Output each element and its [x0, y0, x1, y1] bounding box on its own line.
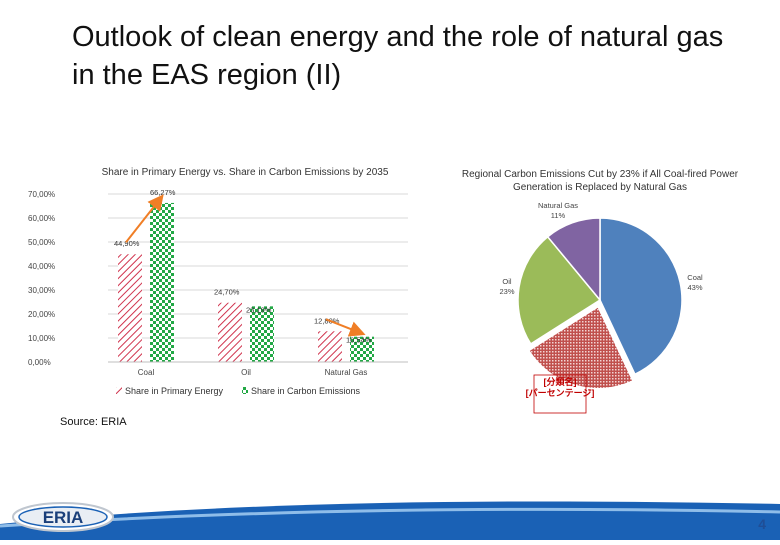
pie-chart-title: Regional Carbon Emissions Cut by 23% if … [461, 169, 739, 193]
logo-text: ERIA [43, 508, 84, 527]
pie-slice-oil [517, 235, 602, 345]
pie-label-box [533, 374, 587, 414]
bar-chart-title: Share in Primary Energy vs. Share in Car… [101, 167, 389, 178]
data-label: 10,54% [346, 336, 372, 345]
bar-carbon-emissions [150, 202, 174, 362]
legend-swatch [242, 387, 248, 394]
legend-swatch [116, 387, 122, 394]
slide-title: Outlook of clean energy and the role of … [72, 21, 724, 91]
data-label: 12,80% [314, 316, 340, 325]
pie-label: [分類名] [パーセンテージ] [526, 376, 595, 398]
x-tick-label: Oil [241, 368, 251, 377]
pie-chart: Coal 43% [分類名] [パーセンテージ] Oil 23% Natural Gas 11… [499, 201, 703, 414]
bar-carbon-emissions [250, 306, 274, 362]
pie-label: Oil 23% [499, 277, 514, 296]
bar-legend: Share in Primary Energy Share in Carbon E… [116, 386, 361, 396]
y-tick-label: 50,00% [28, 238, 55, 247]
data-label: 23,19% [246, 305, 272, 314]
y-tick-label: 70,00% [28, 190, 55, 199]
eria-logo: ERIA [12, 502, 114, 532]
y-tick-label: 60,00% [28, 214, 55, 223]
source-note: Source: ERIA [60, 416, 127, 428]
y-tick-label: 20,00% [28, 310, 55, 319]
bar-chart: 0,00% 10,00% 20,00% 30,00% 40,00% 50,00% 60,00… [28, 188, 408, 396]
bar-primary-energy [218, 302, 242, 362]
bar-primary-energy [318, 331, 342, 362]
bar-primary-energy [118, 254, 142, 362]
bar-carbon-emissions [350, 336, 374, 362]
pie-label: Natural Gas 11% [538, 201, 578, 220]
x-tick-label: Natural Gas [325, 368, 368, 377]
x-tick-label: Coal [138, 368, 155, 377]
y-tick-label: 10,00% [28, 334, 55, 343]
data-label: 24,70% [214, 288, 240, 297]
y-tick-label: 40,00% [28, 262, 55, 271]
pie-slice-coal [599, 217, 683, 376]
data-label: 66,27% [150, 188, 176, 197]
data-label: 44,90% [114, 239, 140, 248]
y-tick-label: 30,00% [28, 286, 55, 295]
pie-slice-natural-gas [546, 217, 601, 303]
pie-label: Coal 43% [687, 273, 703, 292]
legend-label: Share in Carbon Emissions [251, 386, 361, 396]
legend-label: Share in Primary Energy [125, 386, 224, 396]
y-tick-label: 0,00% [28, 358, 51, 367]
pie-slice-unnamed [527, 305, 634, 390]
change-arrow [325, 318, 366, 337]
change-arrow [125, 194, 164, 243]
page-number: 4 [758, 516, 766, 532]
